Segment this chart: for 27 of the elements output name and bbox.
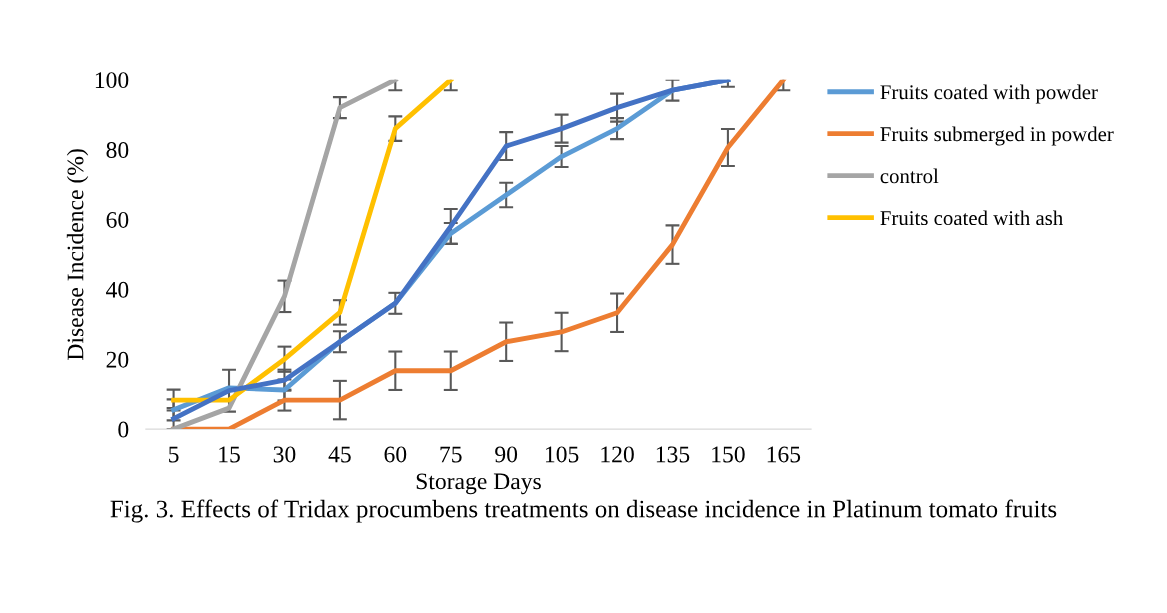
x-tick-label: 90 (495, 446, 518, 463)
legend-label: control (880, 168, 939, 184)
x-tick-label: 30 (273, 446, 296, 463)
x-tick-label: 60 (384, 446, 407, 463)
caption: Fig. 3. Effects of Tridax procumbens treatments on disease incidence in Platinum tomato fruits (110, 499, 1057, 523)
x-tick-label: 45 (328, 446, 351, 463)
x-axis-title: Storage Days (416, 473, 541, 495)
x-tick-label: 120 (601, 446, 634, 463)
x-tick-label: 15 (219, 446, 240, 463)
line-series (171, 79, 454, 403)
x-tick-label: 165 (767, 446, 801, 463)
legend-label: Fruits submerged in powder (880, 126, 1114, 146)
x-tick-label: 105 (545, 446, 579, 463)
x-tick-label: 135 (656, 446, 690, 463)
legend-label: Fruits coated with ash (880, 210, 1063, 226)
y-axis-title: Disease Incidence (%) (66, 149, 89, 360)
y-tick-label: 20 (106, 351, 129, 368)
y-tick-label: 60 (106, 211, 129, 228)
x-tick-label: 5 (169, 446, 179, 463)
y-tick-label: 100 (95, 72, 129, 89)
y-tick-label: 40 (106, 281, 129, 298)
x-tick-label: 150 (712, 446, 745, 463)
line-series (171, 79, 398, 430)
y-tick-label: 80 (106, 142, 129, 158)
y-tick-label: 0 (118, 421, 129, 438)
x-tick-label: 75 (440, 446, 462, 463)
legend-label: Fruits coated with powder (880, 84, 1098, 104)
